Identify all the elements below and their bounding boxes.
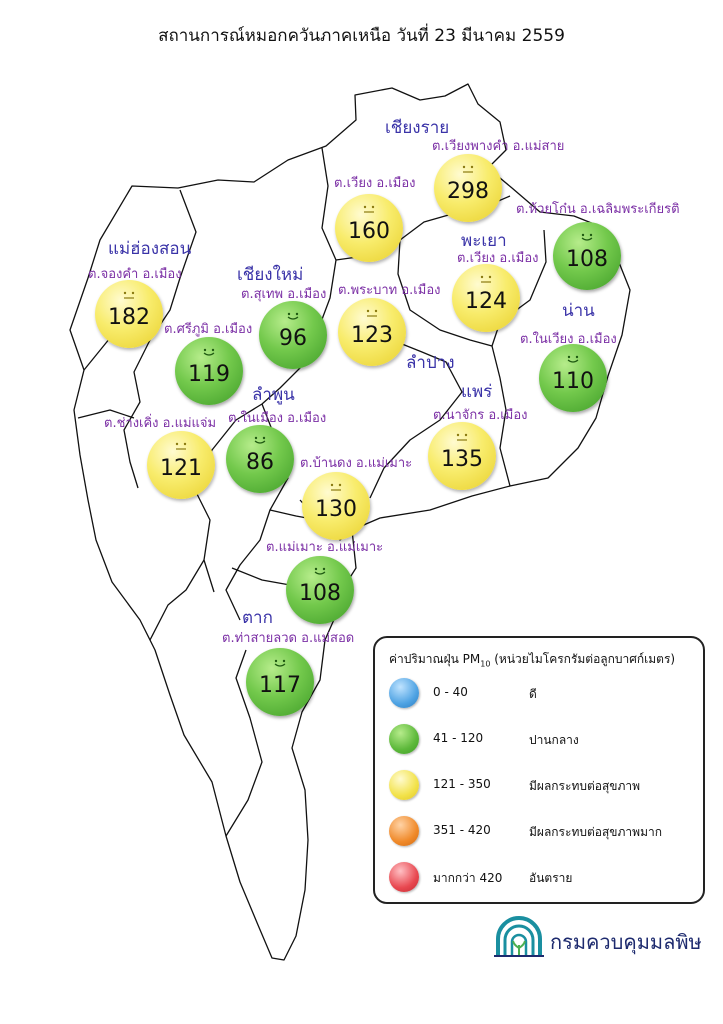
- station-marker: 121: [147, 431, 215, 499]
- legend-range: 41 - 120: [433, 731, 484, 745]
- neutral-face-icon: [175, 442, 187, 450]
- legend-row: 351 - 420 มีผลกระทบต่อสุขภาพมาก: [389, 816, 699, 848]
- province-name: เชียงใหม่: [237, 265, 304, 285]
- province-name: ลำปาง: [406, 353, 455, 373]
- province-name: แพร่: [461, 382, 493, 402]
- smile-face-icon: [567, 355, 579, 363]
- station-location: ต.ห้วยโก๋น อ.เฉลิมพระเกียรติ: [516, 202, 680, 217]
- station-marker: 124: [452, 264, 520, 332]
- legend-row: 0 - 40 ดี: [389, 678, 699, 710]
- station-value: 110: [552, 369, 594, 394]
- station-location: ต.เวียง อ.เมือง: [334, 176, 416, 191]
- station-value: 135: [441, 447, 483, 472]
- page-title: สถานการณ์หมอกควันภาคเหนือ วันที่ 23 มีนา…: [158, 26, 565, 46]
- pcd-arch-icon: [494, 916, 544, 957]
- station-marker: 108: [553, 222, 621, 290]
- province-name: ตาก: [242, 608, 273, 628]
- legend-title: ค่าปริมาณฝุ่น PM10 (หน่วยไมโครกรัมต่อลูก…: [389, 652, 676, 669]
- legend-range: 121 - 350: [433, 777, 491, 791]
- station-marker: 119: [175, 337, 243, 405]
- station-marker: 110: [539, 344, 607, 412]
- legend-row: 41 - 120 ปานกลาง: [389, 724, 699, 756]
- legend-label: ดี: [529, 687, 537, 701]
- station-location: ต.ท่าสายลวด อ.แม่สอด: [222, 631, 355, 646]
- station-value: 119: [188, 362, 230, 387]
- legend-box: ค่าปริมาณฝุ่น PM10 (หน่วยไมโครกรัมต่อลูก…: [373, 636, 705, 904]
- smile-face-icon: [581, 233, 593, 241]
- legend-label: อันตราย: [529, 871, 573, 885]
- station-location: ต.ช่างเคิ่ง อ.แม่แจ่ม: [104, 416, 217, 431]
- station-location: ต.ในเมือง อ.เมือง: [228, 411, 327, 426]
- neutral-face-icon: [123, 291, 135, 299]
- station-location: ต.เวียง อ.เมือง: [457, 251, 539, 266]
- station-value: 123: [351, 323, 393, 348]
- station-location: ต.เวียงพางคำ อ.แม่สาย: [432, 139, 565, 154]
- station-location: ต.พระบาท อ.เมือง: [338, 283, 441, 298]
- station-location: ต.ในเวียง อ.เมือง: [520, 332, 617, 347]
- station-marker: 96: [259, 301, 327, 369]
- station-location: ต.นาจักร อ.เมือง: [433, 408, 528, 423]
- province-name: ลำพูน: [252, 385, 295, 405]
- station-marker: 108: [286, 556, 354, 624]
- logo-text: กรมควบคุมมลพิษ: [550, 930, 702, 954]
- station-value: 298: [447, 179, 489, 204]
- smile-face-icon: [203, 348, 215, 356]
- station-value: 160: [348, 219, 390, 244]
- station-location: ต.สุเทพ อ.เมือง: [241, 287, 327, 302]
- province-name: แม่ฮ่องสอน: [108, 239, 192, 259]
- station-marker: 117: [246, 648, 314, 716]
- station-location: ต.ศรีภูมิ อ.เมือง: [164, 322, 253, 337]
- neutral-face-icon: [330, 483, 342, 491]
- legend-row: มากกว่า 420 อันตราย: [389, 862, 699, 894]
- station-marker: 298: [434, 154, 502, 222]
- station-value: 124: [465, 289, 507, 314]
- region-outline: [69, 83, 631, 961]
- station-marker: 123: [338, 298, 406, 366]
- legend-swatch: [389, 678, 419, 708]
- province-name: เชียงราย: [385, 118, 450, 138]
- neutral-face-icon: [462, 165, 474, 173]
- station-marker: 182: [95, 280, 163, 348]
- legend-swatch: [389, 770, 419, 800]
- station-value: 121: [160, 456, 202, 481]
- legend-range: มากกว่า 420: [433, 871, 503, 885]
- legend-swatch: [389, 816, 419, 846]
- smile-face-icon: [287, 312, 299, 320]
- station-location: ต.แม่เมาะ อ.แม่เมาะ: [266, 540, 384, 555]
- legend-label: ปานกลาง: [529, 733, 579, 747]
- station-value: 182: [108, 305, 150, 330]
- legend-swatch: [389, 862, 419, 892]
- legend-swatch: [389, 724, 419, 754]
- legend-range: 351 - 420: [433, 823, 491, 837]
- station-marker: 160: [335, 194, 403, 262]
- station-location: ต.บ้านดง อ.แม่เมาะ: [300, 456, 413, 471]
- neutral-face-icon: [456, 433, 468, 441]
- smile-face-icon: [314, 567, 326, 575]
- legend-row: 121 - 350 มีผลกระทบต่อสุขภาพ: [389, 770, 699, 802]
- legend-label: มีผลกระทบต่อสุขภาพ: [529, 779, 641, 793]
- legend-range: 0 - 40: [433, 685, 468, 699]
- legend-label: มีผลกระทบต่อสุขภาพมาก: [529, 825, 662, 839]
- neutral-face-icon: [480, 275, 492, 283]
- neutral-face-icon: [366, 309, 378, 317]
- station-value: 117: [259, 673, 301, 698]
- smile-face-icon: [274, 659, 286, 667]
- province-name: พะเยา: [461, 231, 507, 251]
- neutral-face-icon: [363, 205, 375, 213]
- smile-face-icon: [254, 436, 266, 444]
- station-value: 108: [566, 247, 608, 272]
- station-value: 130: [315, 497, 357, 522]
- station-value: 86: [246, 450, 274, 475]
- station-location: ต.จองคำ อ.เมือง: [88, 267, 182, 282]
- station-marker: 86: [226, 425, 294, 493]
- station-value: 96: [279, 326, 307, 351]
- province-name: น่าน: [562, 301, 595, 321]
- station-marker: 130: [302, 472, 370, 540]
- station-value: 108: [299, 581, 341, 606]
- station-marker: 135: [428, 422, 496, 490]
